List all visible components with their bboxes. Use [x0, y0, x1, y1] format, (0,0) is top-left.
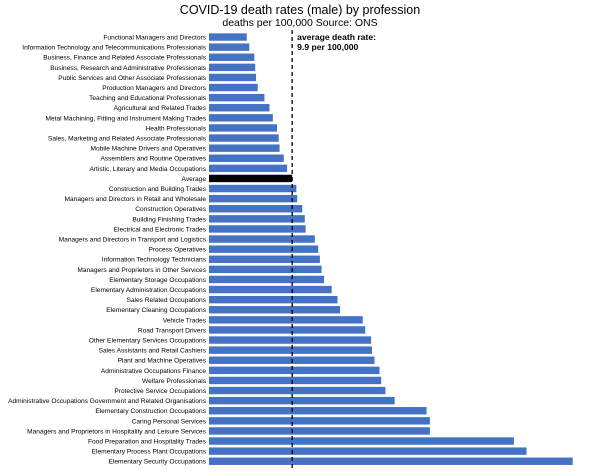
bar-average: [209, 174, 293, 183]
category-label: Vehicle Trades: [163, 317, 207, 324]
category-label: Road Transport Drivers: [138, 327, 207, 334]
bar-other-elementary-services-occupations: [209, 336, 372, 344]
category-label: Elementary Process Plant Occupations: [92, 449, 207, 456]
category-label: Artistic, Literary and Media Occupations: [89, 166, 206, 173]
category-label: Functional Managers and Directors: [103, 34, 206, 41]
bar-assemblers-and-routine-operatives: [209, 154, 284, 162]
bar-elementary-security-occupations: [209, 457, 573, 465]
category-label: Managers and Proprietors in Hospitality …: [27, 428, 207, 435]
category-label: Information Technology and Telecommunica…: [22, 45, 206, 52]
bar-electrical-and-electronic-trades: [209, 225, 306, 233]
category-label: Food Preparation and Hospitality Trades: [88, 438, 207, 445]
category-label: Metal Machining, Fitting and Instrument …: [45, 115, 206, 122]
bar-administrative-occupations-government-and-related-organisations: [209, 396, 395, 405]
bar-metal-machining-fitting-and-instrument-making-trades: [209, 114, 273, 122]
category-label: Assemblers and Routine Operatives: [100, 156, 206, 163]
category-label: Electrical and Electronic Trades: [114, 226, 207, 233]
bar-elementary-process-plant-occupations: [209, 447, 527, 455]
bar-managers-and-directors-in-transport-and-logistics: [209, 235, 315, 243]
bar-managers-and-directors-in-retail-and-wholesale: [209, 194, 298, 203]
bar-managers-and-proprietors-in-other-services: [209, 265, 322, 274]
bar-protective-service-occupations: [209, 386, 386, 395]
bar-production-managers-and-directors: [209, 83, 258, 92]
category-label: Construction Operatives: [135, 206, 206, 213]
category-label: Sales Related Occupations: [126, 297, 206, 304]
chart-title: COVID-19 death rates (male) by professio…: [179, 3, 421, 17]
bar-teaching-and-educational-professionals: [209, 93, 265, 102]
category-label: Managers and Directors in Retail and Who…: [65, 196, 207, 203]
category-label: Business, Finance and Related Associate …: [43, 55, 206, 62]
category-label: Welfare Professionals: [142, 378, 207, 385]
bar-sales-marketing-and-related-associate-professionals: [209, 134, 279, 142]
bars-layer: [209, 33, 573, 465]
category-label: Protective Service Occupations: [114, 388, 206, 395]
category-label: Teaching and Educational Professionals: [89, 95, 207, 102]
bar-food-preparation-and-hospitality-trades: [209, 437, 514, 445]
category-label: Administrative Occupations Finance: [101, 368, 207, 375]
bar-process-operatives: [209, 245, 319, 253]
bar-construction-and-building-trades: [209, 184, 297, 193]
bar-construction-operatives: [209, 205, 303, 213]
bar-sales-related-occupations: [209, 295, 338, 304]
category-label: Mobile Machine Drivers and Operatives: [91, 146, 207, 153]
category-label: Sales, Marketing and Related Associate P…: [48, 135, 207, 142]
category-label: Public Services and Other Associate Prof…: [58, 75, 206, 82]
average-annotation-line1: average death rate:: [297, 32, 376, 42]
bar-mobile-machine-drivers-and-operatives: [209, 144, 280, 152]
category-label: Process Operatives: [148, 247, 206, 254]
category-label: Information Technology Technicians: [102, 257, 207, 264]
bar-public-services-and-other-associate-professionals: [209, 73, 257, 82]
bar-vehicle-trades: [209, 316, 363, 324]
category-label: Managers and Proprietors in Other Servic…: [77, 267, 206, 274]
bar-caring-personal-services: [209, 417, 430, 425]
category-label: Elementary Administration Occupations: [91, 287, 207, 294]
average-reference: average death rate:9.9 per 100,000: [291, 30, 376, 470]
bar-building-finishing-trades: [209, 215, 305, 223]
bar-road-transport-drivers: [209, 326, 366, 334]
category-label: Agricultural and Related Trades: [114, 105, 207, 112]
bar-information-technology-technicians: [209, 255, 320, 263]
bar-health-professionals: [209, 124, 278, 132]
average-annotation-line2: 9.9 per 100,000: [297, 42, 358, 52]
category-label: Elementary Security Occupations: [109, 459, 207, 466]
category-label: Caring Personal Services: [132, 418, 207, 425]
bar-agricultural-and-related-trades: [209, 104, 270, 112]
bar-elementary-storage-occupations: [209, 275, 325, 284]
category-label: Managers and Directors in Transport and …: [59, 236, 207, 243]
bar-elementary-cleaning-occupations: [209, 306, 341, 314]
bar-welfare-professionals: [209, 376, 382, 385]
category-label: Administrative Occupations Government an…: [8, 398, 207, 405]
bar-administrative-occupations-finance: [209, 366, 380, 375]
category-label: Plant and Machine Operatives: [118, 358, 207, 365]
category-label: Elementary Storage Occupations: [109, 277, 206, 284]
bar-elementary-construction-occupations: [209, 407, 427, 415]
category-label: Other Elementary Services Occupations: [89, 337, 207, 344]
category-label: Elementary Cleaning Occupations: [106, 307, 206, 314]
chart-subtitle: deaths per 100,000 Source: ONS: [222, 17, 378, 29]
bar-artistic-literary-and-media-occupations: [209, 164, 288, 173]
bar-elementary-administration-occupations: [209, 285, 332, 294]
bar-functional-managers-and-directors: [209, 33, 247, 41]
category-label: Construction and Building Trades: [109, 186, 207, 193]
bar-business-finance-and-related-associate-professionals: [209, 53, 255, 61]
category-label: Sales Assistants and Retail Cashiers: [99, 348, 207, 355]
bar-business-research-and-administrative-professionals: [209, 63, 256, 72]
category-label: Health Professionals: [146, 125, 207, 132]
category-label: Production Managers and Directors: [102, 85, 206, 92]
category-label: Building Finishing Trades: [132, 216, 206, 223]
bar-information-technology-and-telecommunications-professionals: [209, 43, 250, 51]
bar-sales-assistants-and-retail-cashiers: [209, 346, 372, 354]
category-label: Average: [182, 176, 207, 183]
bar-managers-and-proprietors-in-hospitality-and-leisure-services: [209, 427, 430, 435]
category-label: Business, Research and Administrative Pr…: [50, 65, 206, 72]
category-labels: Functional Managers and Directors Informa…: [8, 34, 207, 465]
category-label: Elementary Construction Occupations: [95, 408, 206, 415]
